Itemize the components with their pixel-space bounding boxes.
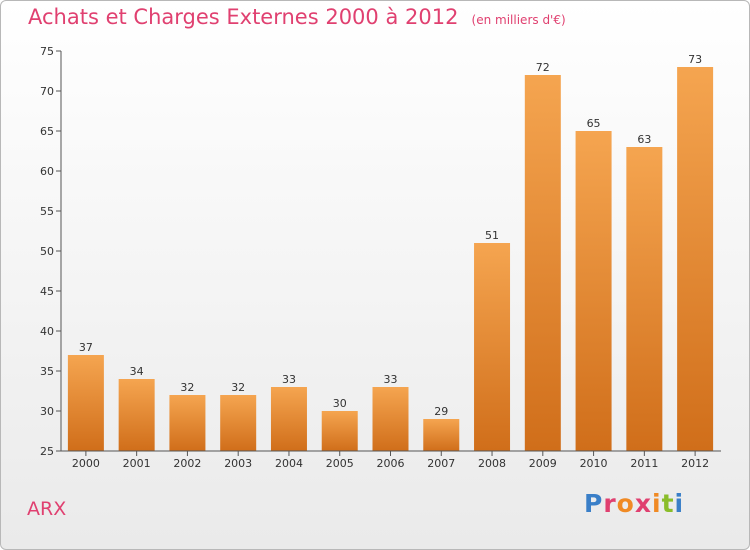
bar-2001 bbox=[118, 379, 155, 451]
proxiti-logo: Proxiti bbox=[584, 489, 684, 518]
data-label-2011: 63 bbox=[637, 133, 651, 146]
y-tick-label: 45 bbox=[40, 285, 54, 298]
bar-2008 bbox=[474, 243, 511, 451]
x-tick-label-2008: 2008 bbox=[478, 457, 506, 470]
chart-title: Achats et Charges Externes 2000 à 2012 bbox=[28, 5, 459, 29]
data-label-2000: 37 bbox=[79, 341, 93, 354]
y-tick-label: 70 bbox=[40, 85, 54, 98]
data-label-2010: 65 bbox=[587, 117, 601, 130]
bar-2002 bbox=[169, 395, 206, 451]
x-axis: 2000 2001 2002 2003 2004 2005 2006 2007 2008 2009… bbox=[61, 450, 721, 470]
data-label-2001: 34 bbox=[130, 365, 144, 378]
data-label-2002: 32 bbox=[180, 381, 194, 394]
bar-2007 bbox=[423, 419, 460, 451]
bar-2010 bbox=[575, 131, 612, 451]
x-tick-label-2007: 2007 bbox=[427, 457, 455, 470]
bar-2006 bbox=[372, 387, 409, 451]
y-tick-label: 40 bbox=[40, 325, 54, 338]
x-tick-label-2005: 2005 bbox=[326, 457, 354, 470]
data-label-2003: 32 bbox=[231, 381, 245, 394]
data-label-2006: 33 bbox=[384, 373, 398, 386]
x-tick-label-2006: 2006 bbox=[377, 457, 405, 470]
title-row: Achats et Charges Externes 2000 à 2012 (… bbox=[28, 5, 566, 29]
data-label-2009: 72 bbox=[536, 61, 550, 74]
y-tick-label: 65 bbox=[40, 125, 54, 138]
y-tick-label: 30 bbox=[40, 405, 54, 418]
chart-subtitle: (en milliers d'€) bbox=[471, 13, 566, 27]
x-tick-label-2001: 2001 bbox=[123, 457, 151, 470]
data-label-2007: 29 bbox=[434, 405, 448, 418]
x-tick-label-2010: 2010 bbox=[580, 457, 608, 470]
bar-2000 bbox=[67, 355, 104, 451]
logo-letter: i bbox=[652, 489, 662, 518]
bar-2003 bbox=[220, 395, 257, 451]
y-tick-label: 35 bbox=[40, 365, 54, 378]
logo-letter: x bbox=[634, 489, 652, 518]
x-tick-label-2000: 2000 bbox=[72, 457, 100, 470]
logo-letter: t bbox=[661, 489, 675, 518]
y-tick-label: 55 bbox=[40, 205, 54, 218]
commune-name: ARX bbox=[27, 498, 67, 520]
logo-letter: P bbox=[584, 489, 604, 518]
data-label-2008: 51 bbox=[485, 229, 499, 242]
bar-2012 bbox=[677, 67, 714, 451]
bar-2004 bbox=[270, 387, 307, 451]
y-tick-label: 50 bbox=[40, 245, 54, 258]
x-tick-label-2012: 2012 bbox=[681, 457, 709, 470]
logo-letter: i bbox=[674, 489, 685, 518]
x-tick-label-2003: 2003 bbox=[224, 457, 252, 470]
y-tick-label: 60 bbox=[40, 165, 54, 178]
y-tick-label: 25 bbox=[40, 445, 54, 458]
bars: 37 34 32 32 33 30 33 29 51 72 65 63 73 bbox=[67, 53, 714, 451]
data-label-2012: 73 bbox=[688, 53, 702, 66]
logo-letter: r bbox=[603, 489, 617, 518]
bar-2009 bbox=[524, 75, 561, 451]
bar-2005 bbox=[321, 411, 358, 451]
logo-letter: o bbox=[616, 489, 635, 518]
y-tick-label: 75 bbox=[40, 45, 54, 58]
data-label-2004: 33 bbox=[282, 373, 296, 386]
x-tick-label-2011: 2011 bbox=[630, 457, 658, 470]
x-tick-label-2004: 2004 bbox=[275, 457, 303, 470]
bar-2011 bbox=[626, 147, 663, 451]
x-tick-label-2009: 2009 bbox=[529, 457, 557, 470]
data-label-2005: 30 bbox=[333, 397, 347, 410]
x-tick-label-2002: 2002 bbox=[173, 457, 201, 470]
y-axis: 25 30 35 40 45 50 55 60 65 70 75 bbox=[40, 45, 62, 458]
